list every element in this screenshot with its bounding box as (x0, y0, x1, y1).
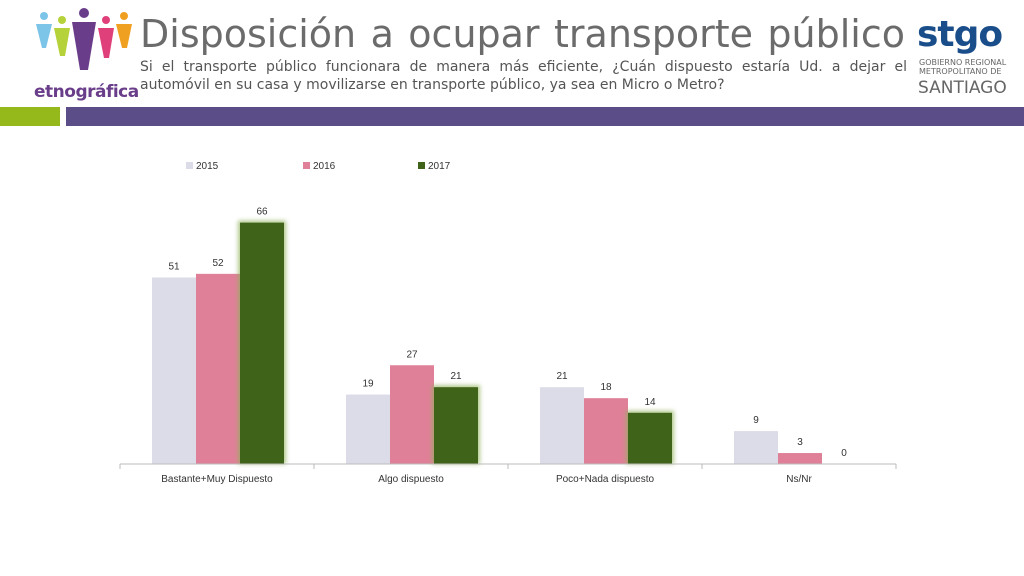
bar-2015 (540, 387, 584, 464)
data-label-2017: 0 (841, 448, 847, 459)
legend-label-2017: 2017 (428, 161, 451, 172)
x-tick-label: Algo dispuesto (378, 474, 444, 485)
data-label-2017: 21 (450, 371, 462, 382)
bar-2017 (628, 412, 672, 464)
legend-swatch-2015 (186, 162, 193, 169)
bar-2016 (584, 398, 628, 464)
data-label-2015: 19 (362, 379, 374, 390)
bar-2016 (196, 273, 240, 464)
data-label-2015: 21 (556, 371, 568, 382)
bar-2016 (778, 453, 822, 464)
x-tick-label: Ns/Nr (786, 474, 812, 485)
people-figures-icon (36, 8, 132, 70)
bar-2017 (240, 222, 284, 464)
legend-swatch-2017 (418, 162, 425, 169)
legend-swatch-2016 (303, 162, 310, 169)
data-label-2017: 66 (256, 207, 268, 218)
data-label-2015: 9 (753, 415, 759, 426)
bar-chart: 2015 2016 2017 51 52 66 19 27 21 21 18 14 9 3 0 Basta… (119, 161, 897, 485)
data-label-2016: 52 (212, 258, 224, 269)
x-axis-ticks: Bastante+Muy Dispuesto Algo dispuesto Poco… (119, 464, 897, 485)
bar-2015 (346, 394, 390, 464)
data-label-2016: 18 (600, 382, 612, 393)
accent-bar-purple (66, 107, 1024, 126)
bar-2015 (734, 431, 778, 464)
stgo-logo: stgo GOBIERNO REGIONAL METROPOLITANO DE … (915, 10, 1015, 100)
data-label-2016: 27 (406, 349, 418, 360)
chart-data-labels: 51 52 66 19 27 21 21 18 14 9 3 0 (168, 207, 847, 459)
bar-2015 (152, 277, 196, 464)
x-tick-label: Bastante+Muy Dispuesto (161, 474, 273, 485)
accent-bar-green (0, 107, 60, 126)
chart-bars (152, 220, 822, 464)
stgo-wordmark: stgo (917, 14, 1003, 55)
chart-legend: 2015 2016 2017 (186, 161, 451, 172)
page-title: Disposición a ocupar transporte público (140, 12, 905, 56)
bar-2017 (434, 387, 478, 464)
data-label-2016: 3 (797, 437, 803, 448)
page-subtitle: Si el transporte público funcionara de m… (140, 59, 907, 93)
etnografica-logo: etnográfica (30, 8, 140, 102)
data-label-2017: 14 (644, 397, 656, 408)
bar-2016 (390, 365, 434, 464)
etnografica-wordmark: etnográfica (34, 82, 139, 102)
x-tick-label: Poco+Nada dispuesto (556, 474, 655, 485)
data-label-2015: 51 (168, 261, 180, 272)
stgo-subtitle: GOBIERNO REGIONAL METROPOLITANO DE (919, 58, 1007, 76)
legend-label-2016: 2016 (313, 161, 336, 172)
stgo-city: SANTIAGO (918, 78, 1007, 98)
legend-label-2015: 2015 (196, 161, 219, 172)
